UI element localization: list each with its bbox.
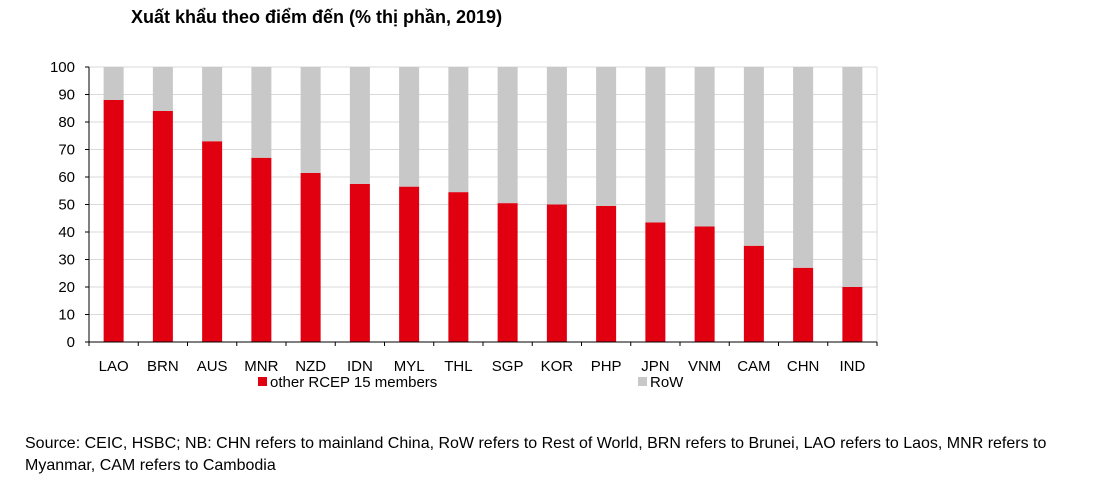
legend-swatch [638, 377, 647, 386]
y-tick-label: 40 [58, 224, 75, 241]
bar-row [497, 67, 518, 204]
x-tick-label: MNR [244, 358, 278, 375]
bar-row [251, 67, 272, 158]
bar-rcep [399, 186, 420, 342]
x-tick-label: AUS [197, 358, 228, 375]
bar-row [694, 67, 715, 227]
bar-rcep [743, 245, 764, 342]
bar-row [546, 67, 567, 205]
x-tick-label: CHN [787, 358, 820, 375]
bar-row [152, 67, 173, 111]
y-tick-label: 20 [58, 279, 75, 296]
bar-row [103, 67, 124, 100]
x-tick-label: VNM [688, 358, 721, 375]
bar-rcep [546, 204, 567, 342]
bar-row [842, 67, 863, 287]
bar-row [399, 67, 420, 187]
bar-row [645, 67, 666, 223]
bar-rcep [645, 222, 666, 342]
bar-rcep [152, 111, 173, 342]
bar-rcep [251, 157, 272, 342]
legend-swatch [258, 377, 267, 386]
x-tick-label: BRN [147, 358, 179, 375]
x-tick-label: MYL [394, 358, 425, 375]
x-tick-label: IDN [347, 358, 373, 375]
bar-rcep [448, 192, 469, 342]
bar-rcep [793, 267, 814, 342]
bar-rcep [300, 172, 321, 342]
bar-row [202, 67, 223, 142]
chart-title: Xuất khẩu theo điểm đến (% thị phần, 201… [131, 7, 503, 27]
y-tick-label: 70 [58, 142, 75, 159]
x-tick-label: JPN [641, 358, 669, 375]
y-tick-label: 100 [50, 59, 75, 76]
x-tick-label: LAO [99, 358, 129, 375]
bar-rcep [497, 203, 518, 342]
bar-row [596, 67, 617, 206]
y-tick-label: 80 [58, 114, 75, 131]
bar-row [743, 67, 764, 246]
x-tick-label: IND [839, 358, 865, 375]
legend: other RCEP 15 members RoW [258, 374, 684, 391]
y-tick-label: 30 [58, 252, 75, 269]
bar-rcep [202, 141, 223, 342]
x-tick-label: KOR [541, 358, 574, 375]
y-tick-label: 50 [58, 197, 75, 214]
y-tick-label: 0 [67, 334, 75, 351]
x-tick-label: CAM [737, 358, 770, 375]
stacked-bar-chart: 0 10 20 30 40 50 60 70 80 90 100 LAO BRN AUS MNR NZD IDN… [50, 59, 878, 391]
x-tick-label: SGP [492, 358, 524, 375]
axes: 0 10 20 30 40 50 60 70 80 90 100 LAO BRN AUS MNR NZD IDN… [50, 59, 878, 375]
x-tick-label: NZD [295, 358, 326, 375]
x-tick-label: THL [444, 358, 472, 375]
bar-rcep [103, 100, 124, 342]
bar-row [448, 67, 469, 193]
bar-row [793, 67, 814, 268]
bar-row [300, 67, 321, 173]
bar-rcep [842, 287, 863, 342]
bar-rcep [349, 183, 370, 342]
y-tick-label: 60 [58, 169, 75, 186]
legend-label: RoW [650, 374, 684, 391]
bars [103, 67, 863, 342]
bar-row [349, 67, 370, 184]
y-tick-label: 10 [58, 307, 75, 324]
bar-rcep [596, 205, 617, 342]
x-tick-label: PHP [591, 358, 622, 375]
bar-rcep [694, 226, 715, 342]
source-note: Source: CEIC, HSBC; NB: CHN refers to ma… [25, 435, 1047, 474]
legend-label: other RCEP 15 members [270, 374, 437, 391]
y-tick-label: 90 [58, 87, 75, 104]
